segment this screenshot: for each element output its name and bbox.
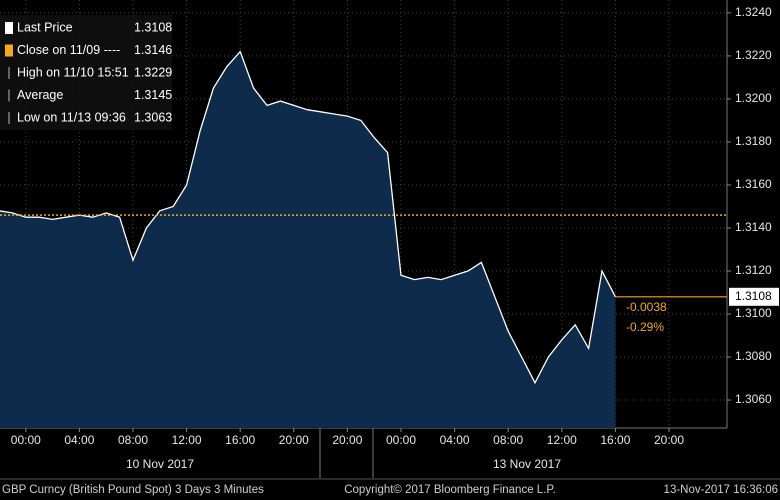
legend-label: Last Price [17,20,73,34]
legend-label: Low on 11/13 09:36 [17,110,126,124]
change-annotation: -0.29% [626,320,664,334]
x-tick-label: 16:00 [225,433,255,447]
legend-value: 1.3108 [134,20,172,34]
x-tick-label: 00:00 [11,433,41,447]
legend-label: Close on 11/09 ---- [17,43,120,57]
footer-text: GBP Curncy (British Pound Spot) 3 Days 3… [2,484,264,496]
legend-value: 1.3145 [134,88,172,102]
area [0,51,616,428]
x-tick-label: 12:00 [547,433,577,447]
y-tick-label: 1.3140 [735,220,772,234]
legend-value: 1.3063 [134,110,172,124]
x-tick-label: 08:00 [493,433,523,447]
last-price-box [729,287,779,306]
x-tick-label: 20:00 [654,433,684,447]
change-annotation: -0.0038 [626,300,667,314]
legend-swatch [5,22,13,34]
x-tick-label: 04:00 [440,433,470,447]
footer-text: 13-Nov-2017 16:36:06 [664,484,778,496]
x-tick-label: 04:00 [64,433,94,447]
legend-value: 1.3146 [134,43,172,57]
legend-box [0,15,172,130]
y-tick-label: 1.3100 [735,306,772,320]
y-tick-label: 1.3200 [735,91,772,105]
y-tick-label: 1.3060 [735,392,772,406]
y-tick-label: 1.3220 [735,48,772,62]
footer-text: Copyright© 2017 Bloomberg Finance L.P. [344,484,556,496]
date-label: 10 Nov 2017 [126,457,194,471]
y-tick-label: 1.3160 [735,177,772,191]
y-tick-label: 1.3180 [735,134,772,148]
x-tick-label: 00:00 [386,433,416,447]
x-tick-label: 12:00 [172,433,202,447]
y-tick-label: 1.3240 [735,5,772,19]
legend-value: 1.3229 [134,65,172,79]
last-price-label: 1.3108 [735,289,772,303]
legend-swatch [5,44,13,57]
y-tick-label: 1.3080 [735,349,772,363]
legend-label: High on 11/10 15:51 [17,65,129,79]
legend-label: Average [17,88,63,102]
x-tick-label: 08:00 [118,433,148,447]
y-tick-label: 1.3120 [735,263,772,277]
x-tick-label: 16:00 [600,433,630,447]
x-tick-label: 20:00 [279,433,309,447]
x-tick-label: 20:00 [332,433,362,447]
date-label: 13 Nov 2017 [493,457,561,471]
